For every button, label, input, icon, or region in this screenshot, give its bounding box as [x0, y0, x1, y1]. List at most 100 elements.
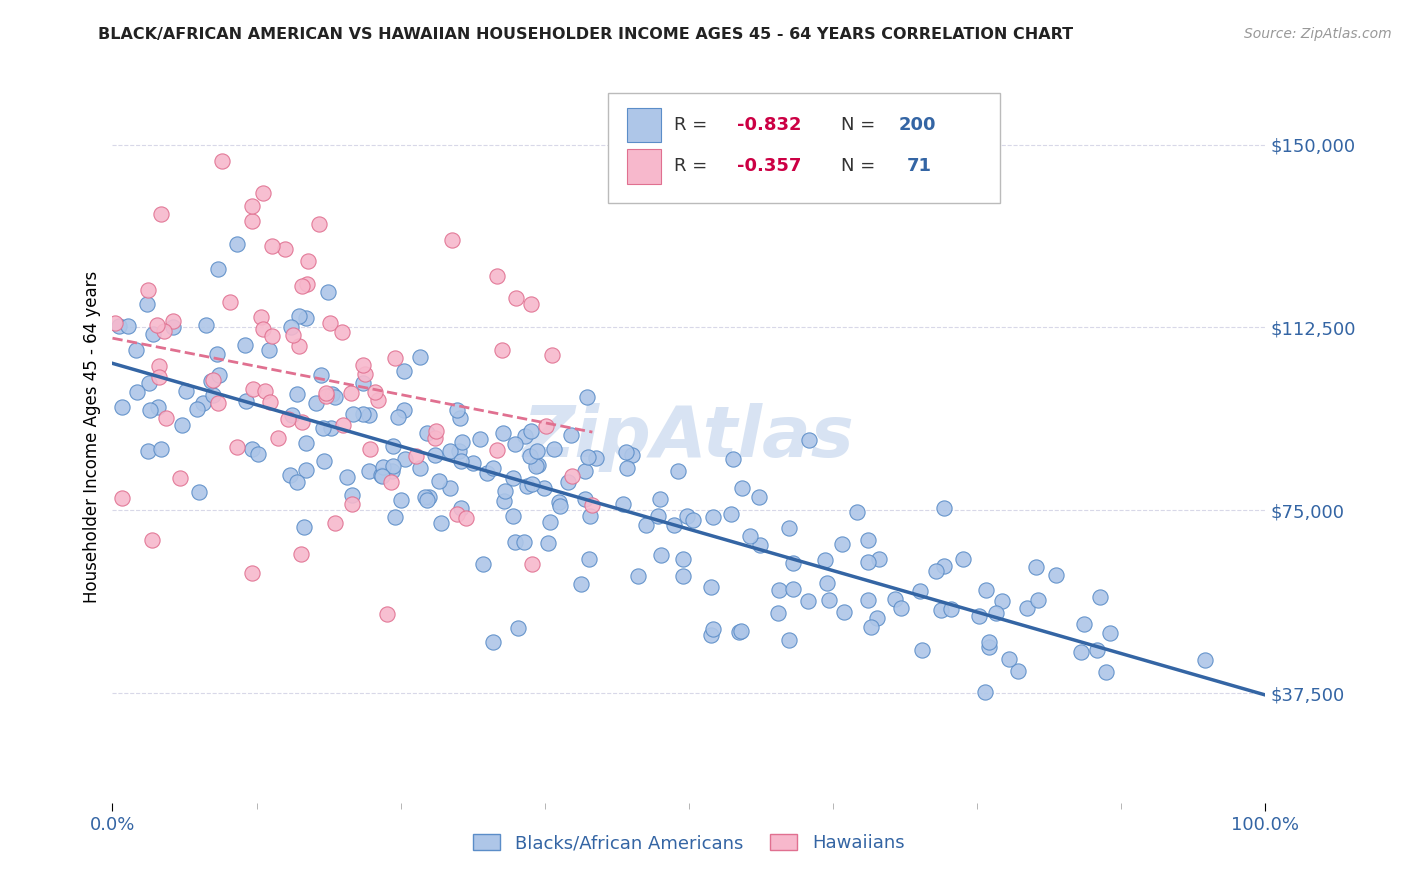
Point — [508, 621, 530, 635]
Point — [1026, 593, 1049, 607]
Point — [472, 558, 495, 572]
Point — [218, 294, 240, 309]
Point — [502, 508, 524, 523]
Point — [108, 319, 131, 334]
Point — [908, 584, 931, 599]
Legend: Blacks/African Americans, Hawaiians: Blacks/African Americans, Hawaiians — [467, 827, 911, 860]
Point — [782, 582, 804, 596]
Text: 71: 71 — [907, 158, 932, 176]
Point — [492, 426, 515, 441]
Point — [845, 505, 868, 519]
Point — [277, 412, 299, 426]
Point — [997, 652, 1019, 666]
Point — [779, 521, 801, 535]
Point — [723, 451, 745, 466]
Point — [578, 552, 600, 566]
Point — [543, 442, 565, 457]
Point — [817, 593, 839, 607]
Point — [384, 351, 406, 365]
Point — [503, 437, 526, 451]
Point — [409, 350, 432, 364]
Point — [290, 547, 312, 561]
Point — [392, 364, 415, 378]
Point — [155, 410, 177, 425]
Point — [731, 482, 754, 496]
Text: -0.832: -0.832 — [737, 116, 801, 134]
Point — [672, 569, 695, 583]
Point — [371, 469, 394, 483]
Point — [357, 464, 380, 478]
Point — [283, 327, 305, 342]
Point — [832, 605, 855, 619]
Point — [111, 400, 134, 414]
Point — [191, 396, 214, 410]
Point — [1090, 590, 1112, 604]
Text: Source: ZipAtlas.com: Source: ZipAtlas.com — [1244, 27, 1392, 41]
Point — [247, 447, 270, 461]
Point — [294, 463, 316, 477]
Point — [253, 384, 276, 399]
Point — [162, 314, 184, 328]
FancyBboxPatch shape — [627, 149, 661, 184]
Point — [148, 369, 170, 384]
Point — [311, 420, 333, 434]
Point — [1098, 625, 1121, 640]
Point — [1085, 642, 1108, 657]
Point — [799, 433, 821, 447]
Point — [323, 516, 346, 530]
Point — [831, 537, 853, 551]
Point — [294, 436, 316, 450]
Point — [720, 508, 742, 522]
Point — [990, 593, 1012, 607]
Point — [450, 435, 472, 450]
Point — [423, 431, 446, 445]
Point — [252, 186, 274, 201]
Point — [576, 390, 599, 404]
Point — [537, 536, 560, 550]
Point — [153, 324, 176, 338]
Point — [779, 633, 801, 648]
Point — [494, 484, 516, 499]
Point — [311, 368, 333, 382]
Point — [934, 500, 956, 515]
Point — [195, 318, 218, 332]
Point — [382, 458, 405, 473]
Point — [375, 607, 398, 622]
Point — [389, 492, 412, 507]
Point — [662, 517, 685, 532]
Point — [569, 577, 592, 591]
Point — [449, 410, 471, 425]
Point — [207, 262, 229, 277]
Point — [240, 566, 263, 581]
Point — [295, 311, 318, 326]
Point — [702, 622, 724, 636]
Point — [226, 440, 249, 454]
Text: ZipAtlas: ZipAtlas — [523, 402, 855, 472]
Point — [405, 449, 427, 463]
Point — [486, 442, 509, 457]
Point — [380, 475, 402, 489]
Point — [526, 458, 548, 472]
Point — [319, 420, 342, 434]
Point — [252, 322, 274, 336]
Point — [280, 467, 302, 482]
Point — [1194, 653, 1216, 667]
Point — [288, 339, 311, 353]
Point — [520, 297, 543, 311]
Point — [242, 214, 264, 228]
Point — [207, 396, 229, 410]
Text: N =: N = — [841, 158, 882, 176]
Point — [242, 199, 264, 213]
Point — [939, 602, 962, 616]
Point — [314, 454, 336, 468]
Point — [373, 459, 395, 474]
Point — [538, 515, 561, 529]
Point — [367, 392, 389, 407]
Point — [316, 285, 339, 299]
Point — [413, 490, 436, 504]
Point — [1094, 665, 1116, 680]
Point — [682, 513, 704, 527]
Point — [200, 374, 222, 388]
Point — [117, 319, 139, 334]
Point — [259, 394, 281, 409]
